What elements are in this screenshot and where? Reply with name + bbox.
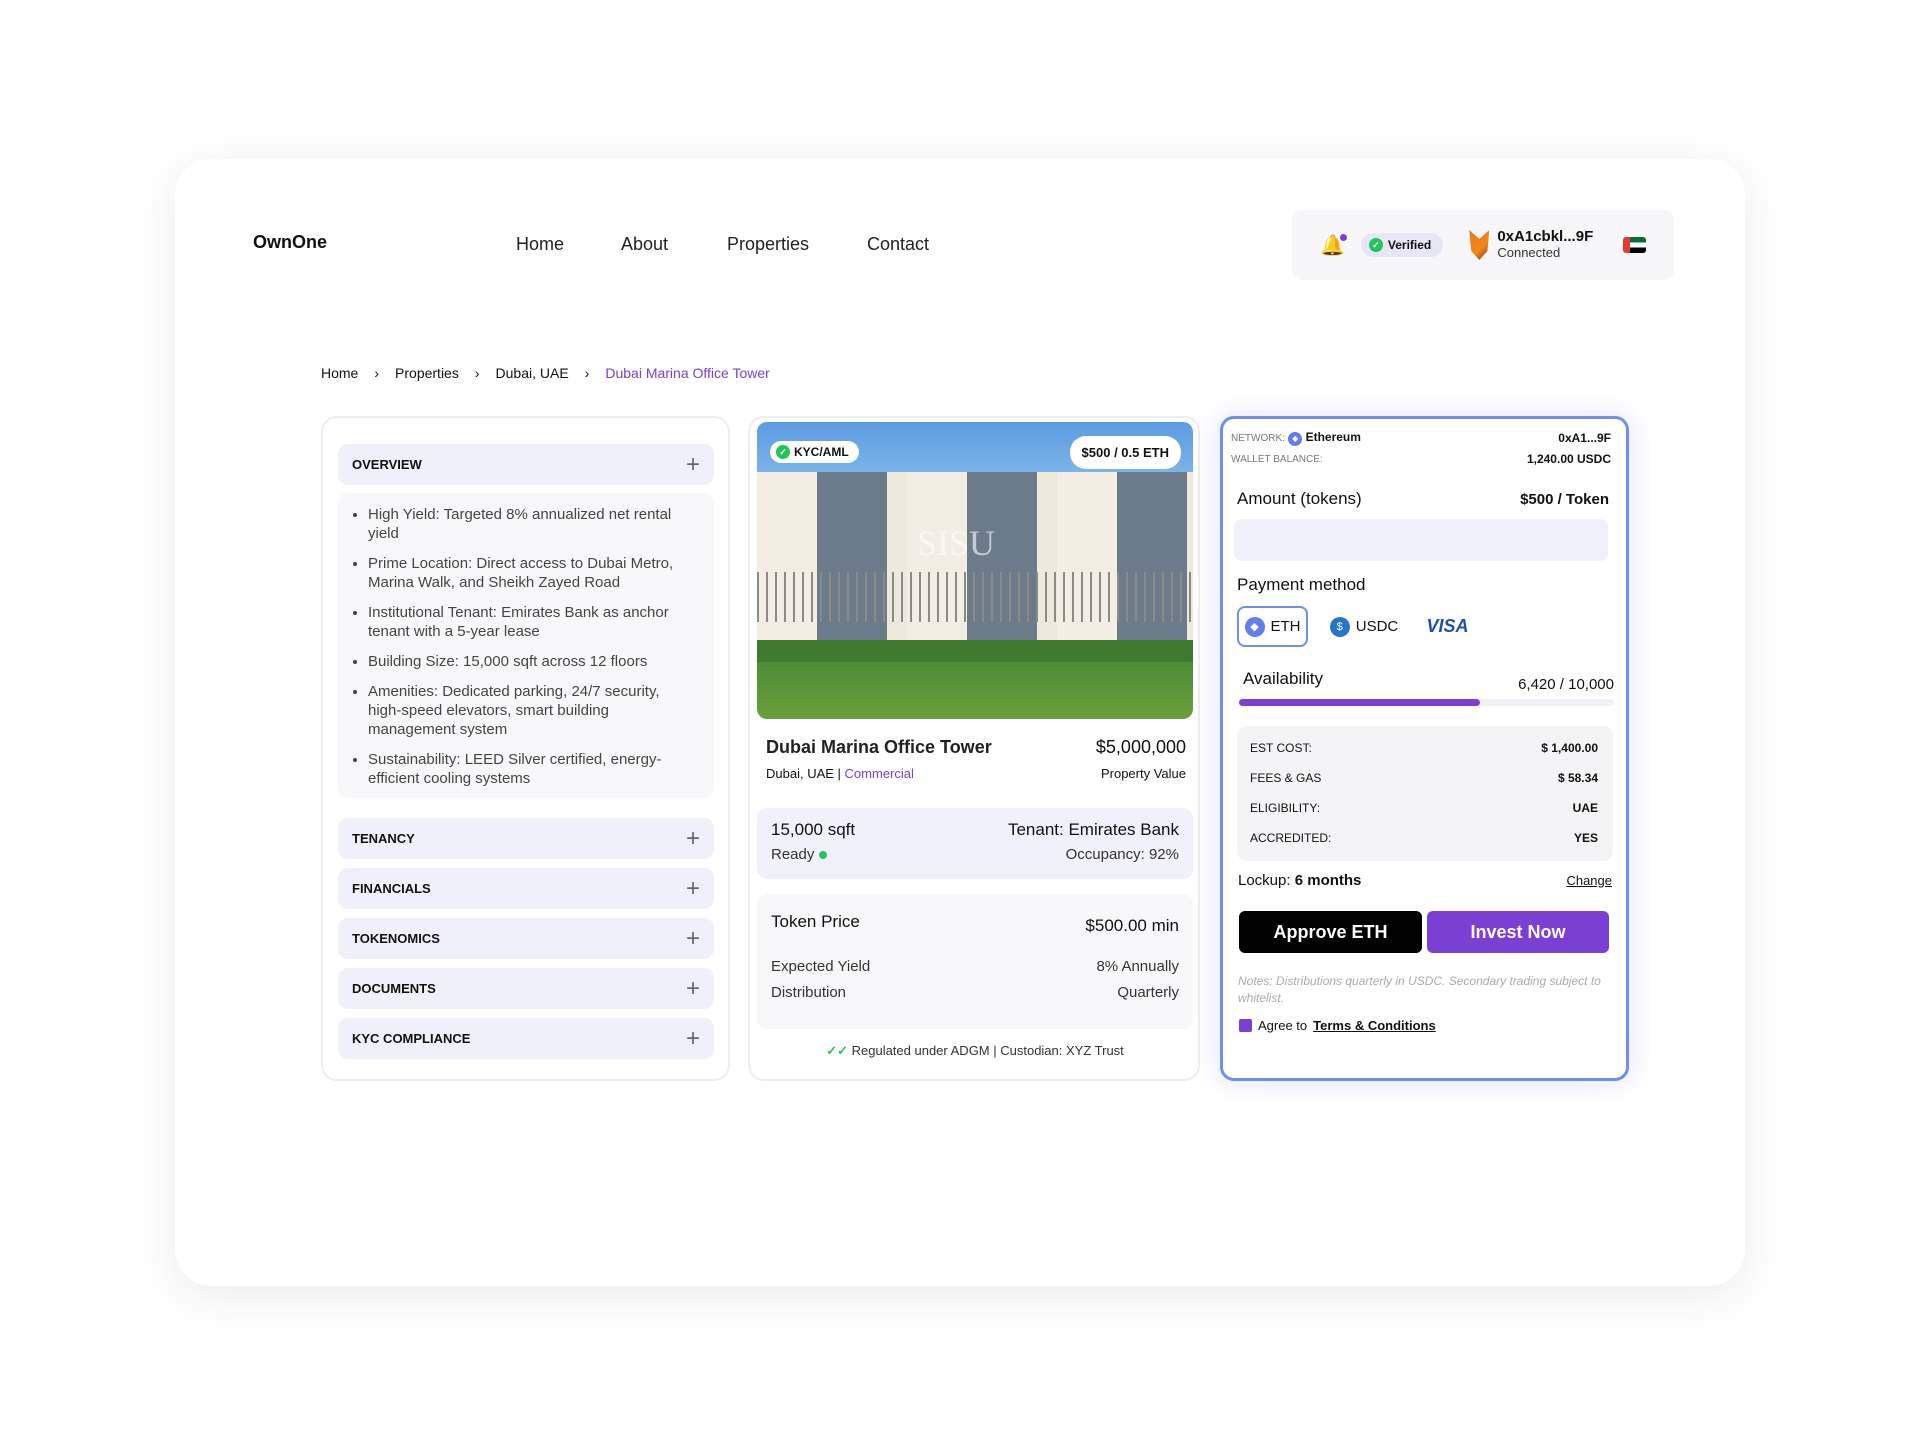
plus-icon: + [685,874,700,902]
wallet-address: 0xA1...9F [1558,430,1611,445]
notes: Notes: Distributions quarterly in USDC. … [1238,974,1601,1005]
kyc-badge: ✓ KYC/AML [770,441,859,463]
accordion-financials[interactable]: FINANCIALS + [338,868,714,909]
check-icon: ✓ [1368,238,1383,252]
property-title: Dubai Marina Office Tower [766,737,992,757]
plus-icon: + [685,1024,700,1052]
price-per-token: $500 / Token [1520,490,1609,508]
expected-yield: 8% Annually [1096,958,1179,975]
double-check-icon: ✓✓ [826,1043,848,1058]
breadcrumb-home[interactable]: Home [321,365,359,381]
nav-home[interactable]: Home [516,234,565,254]
accordion-overview[interactable]: OVERVIEW + [338,444,714,485]
breadcrumb-current: Dubai Marina Office Tower [605,365,770,381]
payment-visa[interactable]: VISA [1411,606,1484,647]
accordion-kyc-compliance[interactable]: KYC COMPLIANCE + [338,1018,714,1059]
bell-icon[interactable]: 🔔 [1320,233,1347,257]
cost-summary [1237,726,1613,861]
property-value: $5,000,000 [1095,737,1186,757]
payment-eth[interactable]: ◆ ETH [1237,606,1308,647]
plus-icon: + [685,924,700,952]
agree-checkbox[interactable] [1239,1019,1252,1032]
invest-now-button[interactable]: Invest Now [1427,911,1609,953]
change-lockup-link[interactable]: Change [1566,873,1612,888]
ethereum-icon: ◆ [1244,616,1265,637]
distribution: Quarterly [1117,984,1179,1001]
logo[interactable]: OwnOne [253,232,328,252]
payment-usdc[interactable]: $ USDC [1325,606,1403,647]
wallet-balance: 1,240.00 USDC [1526,452,1611,466]
availability-bar [1239,699,1614,706]
chevron-right-icon: › [584,365,590,381]
cost-row: EST COST: $ 1,400.00 [1250,741,1598,755]
cost-row: FEES & GAS $ 58.34 [1250,771,1598,785]
accordion-documents[interactable]: DOCUMENTS + [338,968,714,1009]
list-item: High Yield: Targeted 8% annualized net r… [368,505,694,543]
chevron-right-icon: › [474,365,480,381]
wallet-bar: 🔔 ✓ Verified 0xA1cbkl...9F Connected [1292,210,1674,280]
nav-contact[interactable]: Contact [867,234,930,254]
status: Ready [771,846,815,863]
nav-properties[interactable]: Properties [727,234,810,254]
property-location: Dubai, UAE | [766,766,841,781]
regulation-note: Regulated under ADGM | Custodian: XYZ Tr… [851,1043,1124,1058]
list-item: Sustainability: LEED Silver certified, e… [368,750,694,788]
accordion-tokenomics[interactable]: TOKENOMICS + [338,918,714,959]
list-item: Prime Location: Direct access to Dubai M… [368,554,694,592]
lockup-value: 6 months [1294,872,1362,889]
price-badge: $500 / 0.5 ETH [1069,436,1181,469]
property-image[interactable]: SISU ✓ KYC/AML $500 / 0.5 ETH [757,422,1193,719]
property-value-label: Property Value [1100,766,1186,781]
wallet-account[interactable]: 0xA1cbkl...9F Connected [1497,228,1594,261]
breadcrumb-location[interactable]: Dubai, UAE [495,365,569,381]
token-info: Token Price $500.00 min Expected Yield 8% … [757,894,1193,1029]
cost-row: ELIGIBILITY: UAE [1250,801,1598,815]
breadcrumb-properties[interactable]: Properties [395,365,459,381]
watermark-logo: SISU [917,523,996,563]
list-item: Amenities: Dedicated parking, 24/7 secur… [368,682,694,739]
plus-icon: + [685,824,700,852]
accordion-tenancy[interactable]: TENANCY + [338,818,714,859]
availability-fill [1239,699,1480,706]
network: Ethereum [1305,430,1361,444]
plus-icon: + [685,450,700,478]
amount-input[interactable] [1234,519,1608,561]
metamask-fox-icon [1469,230,1490,260]
verified-badge: ✓ Verified [1360,233,1444,257]
uae-flag-icon[interactable] [1623,237,1646,253]
usdc-icon: $ [1329,616,1350,637]
availability-value: 6,420 / 10,000 [1518,676,1614,693]
ethereum-icon: ◆ [1288,431,1303,446]
token-price: $500.00 min [1085,916,1179,935]
status-dot-icon [818,851,827,859]
size: 15,000 sqft [771,820,856,839]
check-icon: ✓ [776,445,790,459]
breadcrumb: Home › Properties › Dubai, UAE › Dubai Mari… [321,365,770,381]
cost-row: ACCREDITED: YES [1250,831,1598,845]
list-item: Building Size: 15,000 sqft across 12 flo… [368,652,694,671]
tenant: Tenant: Emirates Bank [1007,820,1179,839]
overview-list: High Yield: Targeted 8% annualized net r… [338,493,714,798]
chevron-right-icon: › [374,365,380,381]
approve-eth-button[interactable]: Approve ETH [1239,911,1422,953]
plus-icon: + [685,974,700,1002]
list-item: Institutional Tenant: Emirates Bank as a… [368,603,694,641]
nav-about[interactable]: About [621,234,669,254]
property-stats: 15,000 sqft Tenant: Emirates Bank Ready O… [757,808,1193,879]
property-type-link[interactable]: Commercial [844,766,914,781]
terms-link[interactable]: Terms & Conditions [1313,1018,1436,1033]
occupancy: Occupancy: 92% [1065,846,1179,863]
